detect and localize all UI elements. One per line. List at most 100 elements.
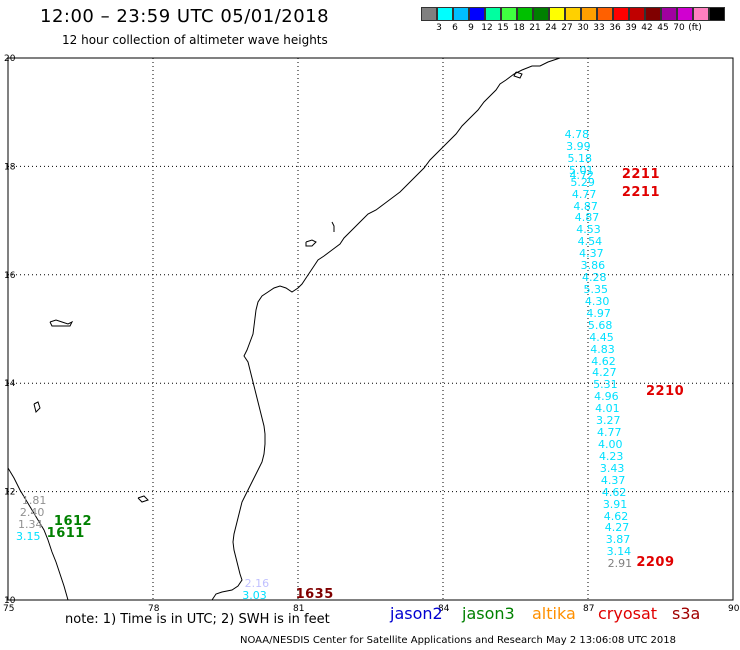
wave-height-value: 4.53	[576, 223, 601, 237]
legend-label: 24	[545, 23, 557, 33]
legend-swatch	[501, 7, 517, 21]
legend-label: 42	[641, 23, 653, 33]
wave-height-value: 4.96	[594, 390, 619, 404]
wave-height-value: 5.01	[568, 163, 594, 177]
y-tick-label: 16	[4, 271, 16, 281]
wave-height-value: 4.62	[591, 354, 616, 368]
wave-height-value: 4.78	[564, 127, 590, 141]
wave-height-value: 5.18	[567, 151, 593, 165]
legend-swatch	[565, 7, 581, 21]
wave-height-value: 4.27	[592, 366, 617, 380]
wave-height-value: 4.83	[590, 342, 615, 356]
satellite-label-altika: altika	[532, 604, 576, 623]
island-small-a	[49, 319, 74, 327]
wave-height-value: 4.45	[589, 330, 614, 344]
legend-swatch	[645, 7, 661, 21]
satellite-label-jason3: jason3	[462, 604, 515, 623]
pass-time-label: 1611	[46, 526, 85, 542]
wave-height-value: 4.87	[574, 211, 600, 225]
pass-time-label: 1612	[53, 514, 93, 530]
footer-credit: NOAA/NESDIS Center for Satellite Applica…	[240, 635, 676, 646]
wave-height-value: 4.28	[582, 271, 607, 285]
pass-time-label: 2209	[636, 554, 675, 570]
x-tick-label: 81	[293, 604, 304, 614]
wave-height-value: 4.72	[569, 168, 594, 182]
legend-swatch	[661, 7, 677, 21]
satellite-label-jason2: jason2	[390, 604, 443, 623]
coastline	[7, 57, 561, 601]
wave-height-value: 4.62	[603, 509, 629, 523]
coastline-sri-lanka	[7, 467, 69, 601]
legend-swatch	[629, 7, 645, 21]
wave-height-value: 5.35	[583, 282, 608, 296]
wave-height-value: 4.37	[579, 247, 604, 261]
wave-height-value: 4.54	[577, 235, 603, 249]
pass-time-label: 2211	[621, 167, 661, 183]
wave-height-value: 3.14	[606, 545, 632, 559]
legend-label: 12	[481, 23, 493, 33]
x-tick-label: 84	[438, 604, 450, 614]
island-small-e	[331, 221, 335, 232]
legend-swatch	[453, 7, 469, 21]
legend-swatch	[485, 7, 501, 21]
legend-swatch	[597, 7, 613, 21]
wave-height-value: 2.91	[607, 557, 633, 571]
pass-time-label: 2211	[621, 184, 661, 200]
pass-time-label: 2210	[646, 384, 685, 400]
island-small-f	[513, 71, 523, 79]
wave-height-value: 3.15	[16, 530, 41, 544]
wave-height-value: 1.81	[21, 494, 47, 508]
legend-swatch	[469, 7, 485, 21]
wave-height-value: 2.40	[19, 506, 45, 520]
wave-height-value: 4.01	[595, 402, 620, 416]
y-tick-label: 10	[4, 596, 16, 606]
wave-height-value: 3.03	[242, 588, 267, 602]
wave-height-value: 4.37	[600, 473, 626, 487]
legend-label: 30	[577, 23, 589, 33]
legend-swatch	[549, 7, 565, 21]
x-tick-label: 75	[3, 604, 14, 614]
wave-height-value: 3.27	[596, 414, 621, 428]
legend-swatch	[437, 7, 453, 21]
legend-swatch	[709, 7, 725, 21]
wave-height-value: 5.68	[587, 318, 613, 332]
wave-height-value: 4.27	[604, 521, 630, 535]
x-tick-label: 87	[583, 604, 594, 614]
legend-swatch	[421, 7, 437, 21]
wave-height-value: 3.43	[599, 461, 625, 475]
y-tick-label: 12	[4, 488, 15, 498]
legend-label: 18	[513, 23, 525, 33]
wave-height-value: 5.31	[593, 378, 618, 392]
wave-height-value: 1.34	[17, 518, 43, 532]
legend-label: 27	[561, 23, 573, 33]
wave-height-value: 4.23	[598, 449, 624, 463]
wave-height-value: 4.87	[573, 199, 598, 213]
satellite-label-s3a: s3a	[672, 604, 701, 623]
map-frame	[7, 57, 734, 601]
legend-label: 15	[497, 23, 509, 33]
legend-label: 36	[609, 23, 621, 33]
legend-label: 6	[452, 23, 458, 33]
legend-label: 33	[593, 23, 605, 33]
wave-height-value: 2.16	[244, 576, 270, 590]
x-tick-label: 78	[148, 604, 160, 614]
legend-label: 70	[673, 23, 685, 33]
y-tick-label: 14	[4, 379, 16, 389]
legend-label: 21	[529, 23, 541, 33]
legend-swatch	[533, 7, 549, 21]
y-tick-label: 20	[4, 54, 16, 64]
wave-height-value: 4.62	[601, 485, 627, 499]
legend-swatch	[581, 7, 597, 21]
wave-height-value: 4.77	[571, 187, 597, 201]
legend-label: 39	[625, 23, 637, 33]
footer-note: note: 1) Time is in UTC; 2) SWH is in fe…	[65, 612, 330, 627]
wave-height-value: 4.77	[597, 426, 622, 440]
wave-height-value: 3.91	[602, 497, 628, 511]
map-gridlines	[8, 58, 733, 600]
legend-swatch	[677, 7, 693, 21]
wave-height-value: 3.86	[580, 259, 606, 273]
wave-height-value: 3.87	[605, 533, 631, 547]
legend-swatch	[693, 7, 709, 21]
pass-time-label: 1635	[295, 586, 334, 602]
island-small-b	[33, 401, 41, 413]
